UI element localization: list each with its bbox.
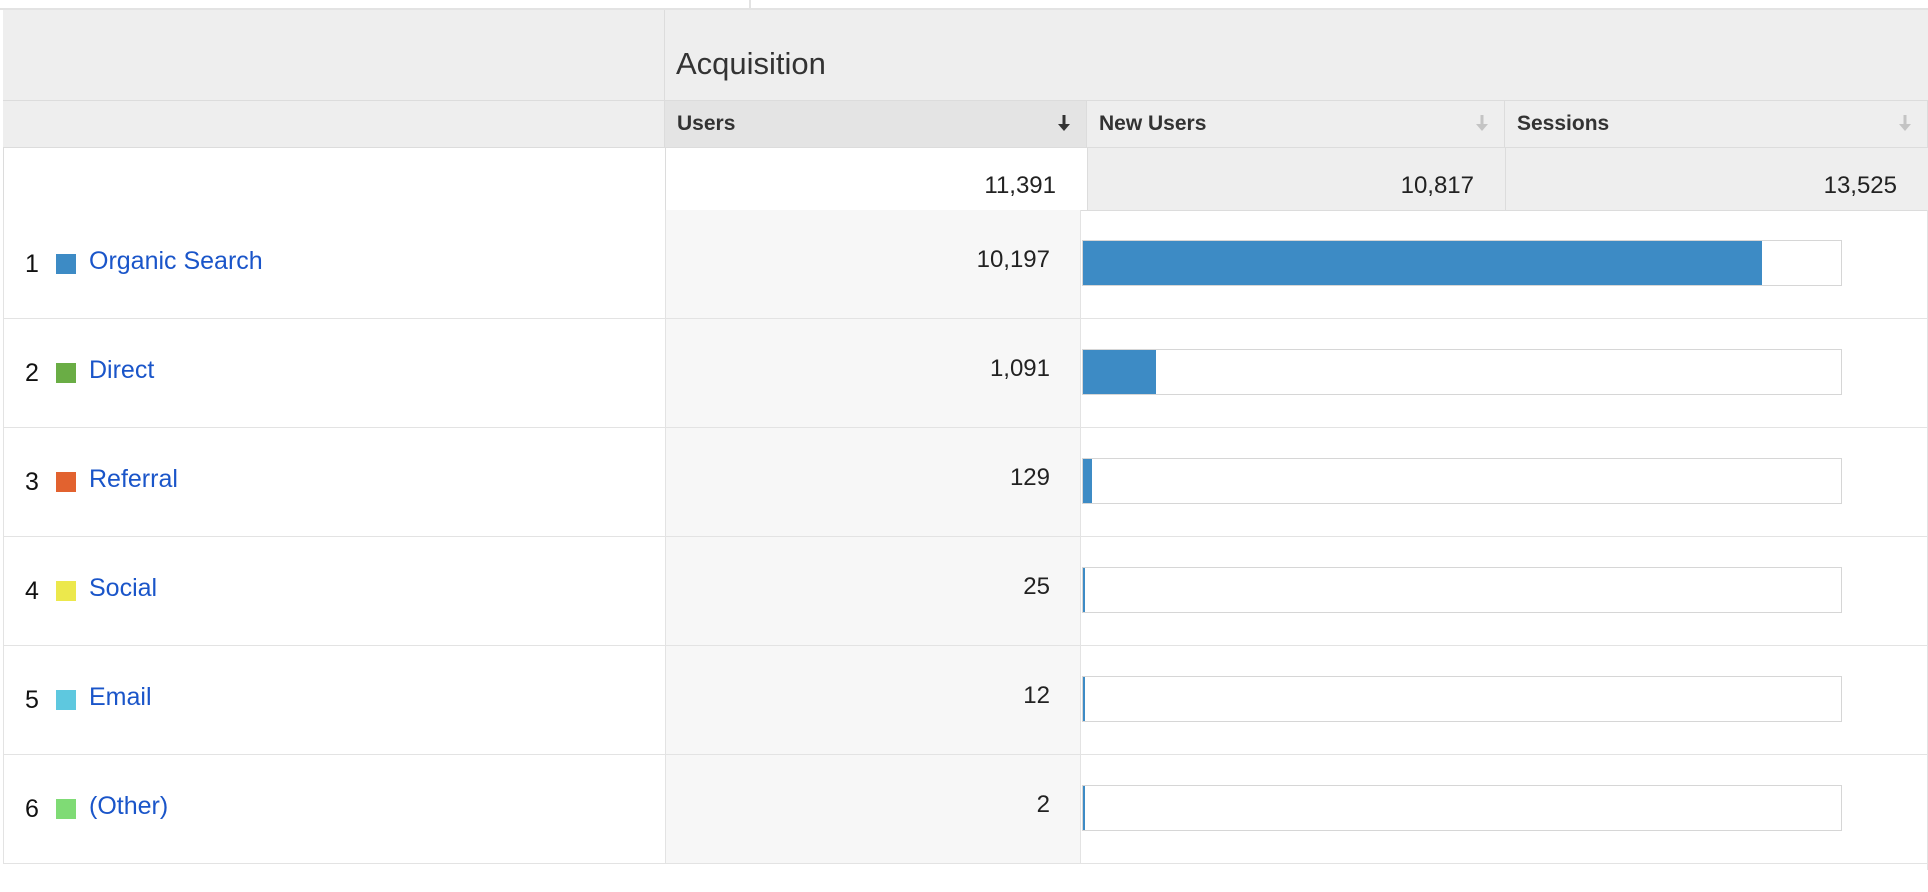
users-bar-fill: [1083, 350, 1156, 394]
channel-link-other[interactable]: (Other): [89, 792, 169, 820]
color-swatch: [56, 472, 76, 492]
row-rank: 5: [25, 686, 39, 714]
users-value: 10,197: [666, 210, 1081, 318]
channel-link-email[interactable]: Email: [89, 683, 152, 711]
channel-cell: 2 Direct: [4, 319, 666, 427]
color-swatch: [56, 581, 76, 601]
channel-link-organic-search[interactable]: Organic Search: [89, 247, 263, 275]
users-bar-track: [1082, 676, 1842, 722]
totals-label-cell: [4, 148, 666, 210]
column-header-label: Sessions: [1517, 112, 1610, 135]
column-header-row: Users New Users Sessions: [3, 101, 1928, 148]
total-sessions: 13,525: [1506, 148, 1928, 210]
channel-cell: 6 (Other): [4, 755, 666, 863]
totals-row: 11,391 10,817 13,525: [3, 148, 1928, 211]
channel-cell: 5 Email: [4, 646, 666, 754]
row-rank: 3: [25, 468, 39, 496]
top-strip-divider: [749, 0, 751, 8]
column-header-new-users[interactable]: New Users: [1087, 101, 1505, 147]
sort-arrow-down-icon: [1058, 115, 1070, 131]
top-strip: [0, 0, 1928, 10]
users-bar-track: [1082, 785, 1842, 831]
column-header-label: New Users: [1099, 112, 1207, 135]
users-bar-fill: [1083, 677, 1085, 721]
users-bar-fill: [1083, 241, 1762, 285]
color-swatch: [56, 690, 76, 710]
group-header-row: Acquisition: [3, 10, 1928, 101]
users-bar-track: [1082, 458, 1842, 504]
channel-link-social[interactable]: Social: [89, 574, 158, 602]
channel-cell: 1 Organic Search: [4, 210, 666, 318]
table-row: 5 Email 12: [3, 646, 1928, 755]
users-value: 25: [666, 537, 1081, 645]
report-table: Acquisition Users New Users Sessions: [3, 10, 1928, 870]
channel-link-referral[interactable]: Referral: [89, 465, 178, 493]
column-header-users[interactable]: Users: [665, 101, 1087, 147]
dimension-column-header: [3, 101, 665, 147]
row-rank: 4: [25, 577, 39, 605]
table-body: 1 Organic Search 10,197 2 Direct 1,091 3: [3, 210, 1928, 864]
color-swatch: [56, 363, 76, 383]
channel-cell: 3 Referral: [4, 428, 666, 536]
row-rank: 6: [25, 795, 39, 823]
users-value: 12: [666, 646, 1081, 754]
sort-arrow-down-icon: [1476, 115, 1488, 131]
column-header-sessions[interactable]: Sessions: [1505, 101, 1928, 147]
table-row: 2 Direct 1,091: [3, 319, 1928, 428]
users-value: 2: [666, 755, 1081, 863]
column-header-label: Users: [677, 112, 736, 135]
channel-cell: 4 Social: [4, 537, 666, 645]
group-title-acquisition: Acquisition: [676, 46, 826, 81]
row-rank: 2: [25, 359, 39, 387]
users-value: 129: [666, 428, 1081, 536]
color-swatch: [56, 254, 76, 274]
total-new-users: 10,817: [1088, 148, 1506, 210]
sort-arrow-down-icon: [1899, 115, 1911, 131]
users-bar-fill: [1083, 568, 1085, 612]
row-rank: 1: [25, 250, 39, 278]
table-row: 4 Social 25: [3, 537, 1928, 646]
users-bar-track: [1082, 567, 1842, 613]
users-bar-fill: [1083, 786, 1085, 830]
users-bar-fill: [1083, 459, 1092, 503]
color-swatch: [56, 799, 76, 819]
table-row: 6 (Other) 2: [3, 755, 1928, 864]
table-row: 3 Referral 129: [3, 428, 1928, 537]
table-row: 1 Organic Search 10,197: [3, 210, 1928, 319]
users-value: 1,091: [666, 319, 1081, 427]
users-bar-track: [1082, 240, 1842, 286]
total-users: 11,391: [666, 148, 1088, 210]
dimension-header-spacer: [3, 10, 665, 100]
channel-link-direct[interactable]: Direct: [89, 356, 155, 384]
users-bar-track: [1082, 349, 1842, 395]
